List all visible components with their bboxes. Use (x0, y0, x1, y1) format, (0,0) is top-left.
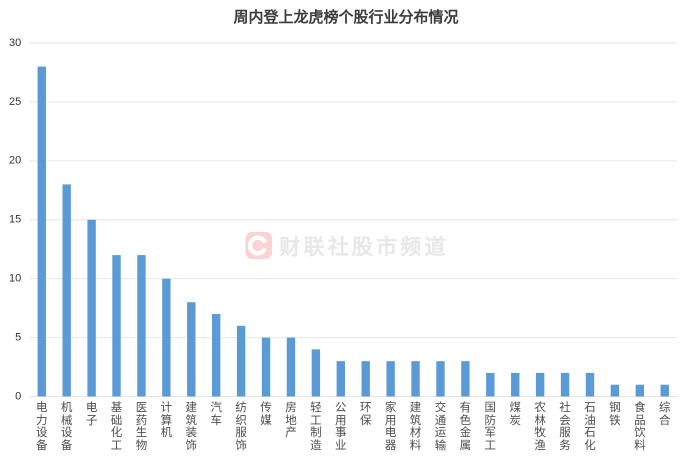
svg-text:25: 25 (9, 96, 21, 108)
svg-text:30: 30 (9, 37, 21, 49)
svg-text:0: 0 (15, 390, 21, 402)
svg-text:15: 15 (9, 214, 21, 226)
svg-text:5: 5 (15, 331, 21, 343)
svg-text:20: 20 (9, 155, 21, 167)
svg-text:10: 10 (9, 273, 21, 285)
